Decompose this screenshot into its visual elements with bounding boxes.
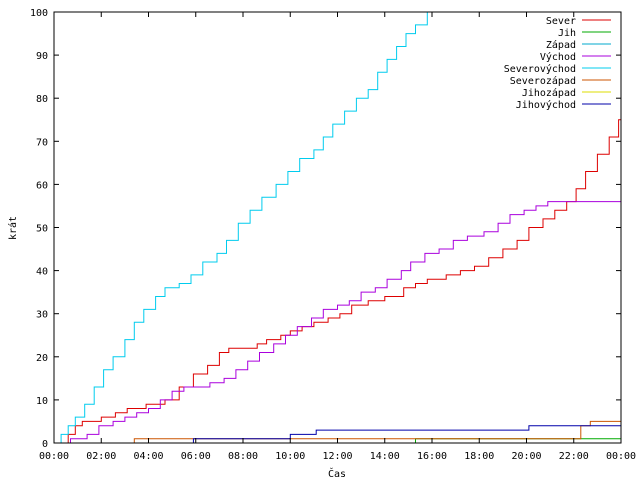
y-tick-label: 60 bbox=[36, 180, 48, 191]
y-tick-label: 0 bbox=[42, 439, 48, 450]
legend-label-jihozapad: Jihozápad bbox=[522, 87, 576, 99]
legend-label-severovychod: Severovýchod bbox=[504, 63, 576, 75]
y-tick-label: 70 bbox=[36, 137, 48, 148]
y-tick-label: 50 bbox=[36, 224, 48, 235]
x-tick-label: 08:00 bbox=[228, 451, 258, 462]
x-tick-label: 04:00 bbox=[133, 451, 163, 462]
x-tick-label: 00:00 bbox=[606, 451, 636, 462]
x-tick-label: 02:00 bbox=[86, 451, 116, 462]
legend-label-zapad: Západ bbox=[546, 39, 576, 51]
y-axis-label: krát bbox=[7, 216, 19, 240]
legend-label-sever: Sever bbox=[546, 16, 576, 27]
series-line-jihovychod bbox=[54, 425, 621, 443]
series-line-vychod bbox=[54, 201, 621, 443]
y-tick-label: 20 bbox=[36, 353, 48, 364]
x-tick-label: 10:00 bbox=[275, 451, 305, 462]
x-tick-label: 16:00 bbox=[417, 451, 447, 462]
y-tick-label: 30 bbox=[36, 310, 48, 321]
legend-label-jih: Jih bbox=[558, 28, 576, 39]
legend-label-jihovychod: Jihovýchod bbox=[516, 99, 576, 111]
legend: SeverJihZápadVýchodSeverovýchodSeverozáp… bbox=[504, 16, 611, 111]
y-tick-label: 80 bbox=[36, 94, 48, 105]
x-tick-label: 00:00 bbox=[39, 451, 69, 462]
y-tick-label: 100 bbox=[30, 8, 48, 19]
legend-label-vychod: Východ bbox=[540, 51, 576, 63]
series-layer bbox=[54, 12, 621, 443]
x-tick-label: 20:00 bbox=[511, 451, 541, 462]
y-tick-label: 40 bbox=[36, 267, 48, 278]
x-tick-label: 12:00 bbox=[322, 451, 352, 462]
series-line-severozapad bbox=[54, 420, 621, 443]
x-tick-label: 18:00 bbox=[464, 451, 494, 462]
y-tick-label: 10 bbox=[36, 396, 48, 407]
x-tick-label: 14:00 bbox=[370, 451, 400, 462]
x-axis-label: Čas bbox=[328, 467, 346, 480]
series-line-severovychod bbox=[54, 12, 428, 443]
x-tick-label: 06:00 bbox=[181, 451, 211, 462]
ticks-layer: 0 10 20 30 40 50 60 70 80 90 100 00:00 02:00 04:00 06:… bbox=[30, 8, 636, 462]
y-tick-label: 90 bbox=[36, 51, 48, 62]
x-tick-label: 22:00 bbox=[559, 451, 589, 462]
legend-label-severozapad: Severozápad bbox=[510, 75, 576, 87]
series-line-sever bbox=[54, 119, 621, 443]
